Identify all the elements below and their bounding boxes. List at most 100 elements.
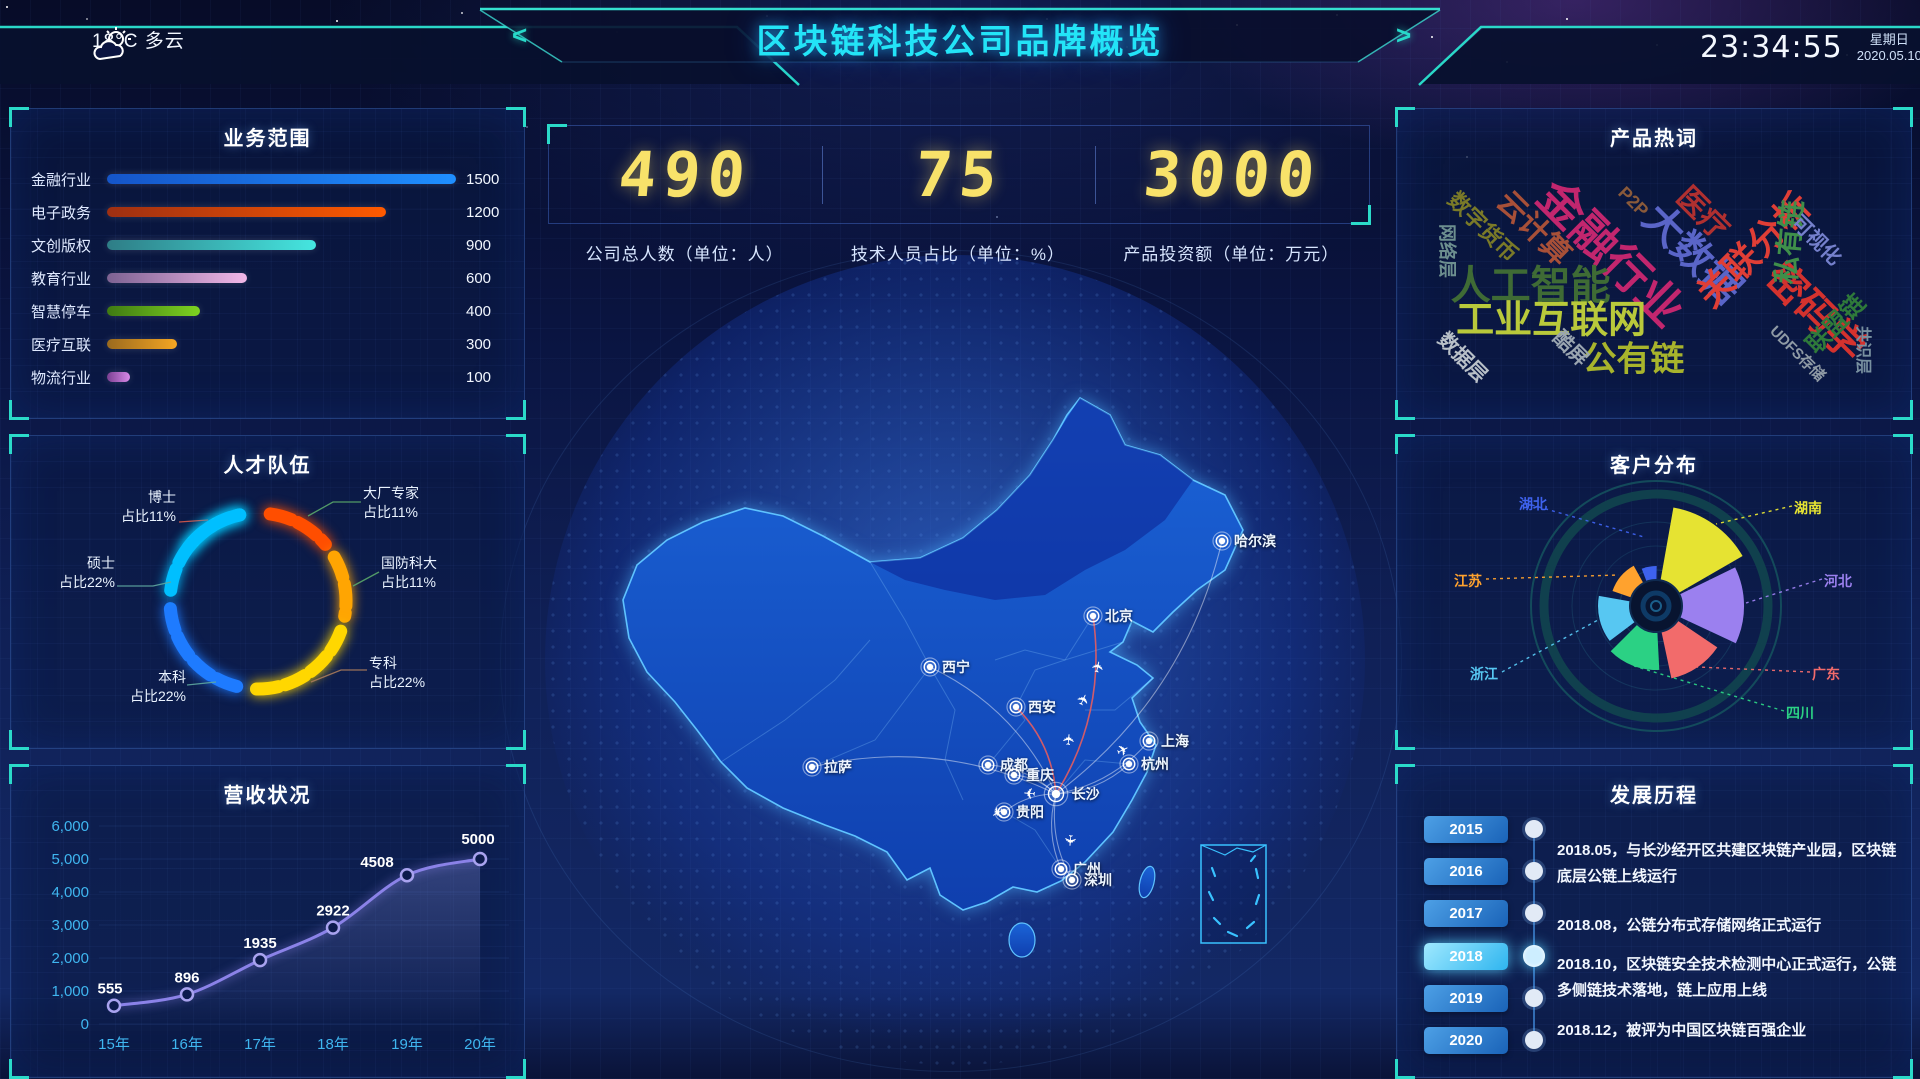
bar-label: 金融行业 [31,171,92,189]
bar [107,372,131,382]
talent-donut-chart [117,501,380,696]
year-button-2017[interactable]: 2017 [1424,900,1508,928]
bar-label: 医疗互联 [31,336,92,354]
timeline-event: 2018.05，与长沙经开区共建区块链产业园，区块链底层公链上线运行 [1557,842,1897,885]
y-axis-tick: 3,000 [51,917,89,934]
rose-leader-line [1715,505,1793,525]
timeline-dot[interactable] [1525,1031,1543,1049]
year-button-2015[interactable]: 2015 [1424,816,1508,843]
bar-value: 900 [466,236,492,254]
rose-label: 河北 [1824,573,1852,589]
rose-leader-line [1696,666,1811,673]
kpi-labels: 公司总人数（单位：人） 技术人员占比（单位：%） 产品投资额（单位：万元） [548,240,1368,265]
timeline-dot[interactable] [1525,862,1543,881]
donut-arc [164,507,251,597]
donut-leader-line [352,571,380,587]
bar-value: 100 [466,368,492,386]
hot-word: 公有链 [1582,340,1685,379]
city-label: 广州 [1073,861,1101,877]
city-label: 重庆 [1026,767,1054,783]
city-marker-上海: 上海 [1139,731,1189,751]
panel-title-customer-distribution: 客户分布 [1610,455,1698,477]
customer-rose-chart [1485,480,1823,732]
donut-leader-line [178,519,209,523]
x-axis-tick: 19年 [391,1036,423,1053]
page-title: 区块链科技公司品牌概览 [756,23,1164,61]
x-axis-tick: 15年 [98,1036,130,1053]
starfield [6,6,8,8]
city-marker-成都: 成都 [978,755,1028,775]
panel-title-development-history: 发展历程 [1610,785,1698,807]
bar-row: 智慧停车 400 [31,302,512,321]
city-marker-贵阳: 贵阳 [994,802,1044,822]
year-button-2016[interactable]: 2016 [1424,858,1508,886]
rose-leader-line [1745,578,1823,604]
bar-label: 智慧停车 [31,303,92,321]
donut-label: 本科 占比22% [129,669,186,704]
timeline-dot[interactable] [1525,988,1543,1007]
bar-value: 600 [466,269,492,287]
panel-talent-team: 人才队伍 博士 占比11% 大厂专家 占比11% 国防科大 占比11% 专科 占比22% 本科占… [9,434,526,750]
south-china-sea-inset [1200,844,1267,944]
donut-leader-line [186,681,217,686]
city-marker-哈尔滨: 哈尔滨 [1212,531,1276,551]
bar-row: 物流行业 100 [31,368,512,387]
rose-decor-ring [1530,480,1782,732]
rose-label: 湖南 [1794,500,1822,516]
prev-page-arrow[interactable]: < [512,20,528,50]
data-point-value: 5000 [461,831,494,848]
y-axis-tick: 6,000 [51,818,89,835]
taiwan-island [1138,865,1156,899]
next-page-arrow[interactable]: > [1396,20,1412,50]
data-point-value: 2922 [316,903,349,920]
city-marker-重庆: 重庆 [1004,765,1054,785]
timeline-dot[interactable] [1525,904,1543,923]
bar-row: 文创版权 900 [31,236,512,255]
rose-label: 湖北 [1519,496,1547,512]
panel-title-revenue: 营收状况 [223,785,312,807]
city-label: 杭州 [1141,756,1169,772]
bar-row: 电子政务 1200 [31,203,512,222]
rose-sector [1656,567,1745,644]
timeline-dot[interactable] [1525,820,1543,838]
bar [107,273,247,283]
bar-value: 1200 [466,203,500,221]
kpi-stats-box: 490 75 3000 [547,124,1371,225]
weather-widget: 18°C 多云 [92,26,185,61]
flight-route [929,666,1057,795]
revenue-line-chart: 6,000 5,000 4,000 3,000 2,000 1,000 0 15年 16年 17年… [51,818,509,1053]
flight-route [1055,740,1150,795]
weather-condition: 多云 [144,31,185,52]
donut-label: 国防科大 占比11% [381,555,437,590]
city-marker-北京: 北京 [1083,606,1133,626]
data-point [179,987,195,1002]
business-bar-chart: 金融行业 1500 电子政务 1200 文创版权 900 教育行业 600 智慧停车 400 医疗互… [31,171,512,404]
city-label: 上海 [1161,733,1189,749]
city-marker-杭州: 杭州 [1119,754,1169,774]
flight-route [811,756,1057,795]
panel-business-scope: 业务范围 金融行业 1500 电子政务 1200 文创版权 900 教育行业 600 智慧停车 4… [9,107,526,420]
timeline-dot-active[interactable] [1523,944,1545,967]
flight-route [1015,706,1057,795]
panel-revenue: 营收状况 6,000 5,000 4,000 3,000 2,000 1,000 0 15年 1… [9,764,526,1079]
plane-icon: ✈ [1023,783,1037,801]
timeline-event: 2018.10，区块链安全技术检测中心正式运行，公链多侧链技术落地，链上应用上线 [1557,956,1897,999]
year-button-2018[interactable]: 2018 [1424,942,1508,970]
flight-route [1055,540,1223,795]
donut-arc [327,550,353,623]
year-button-2019[interactable]: 2019 [1424,984,1508,1012]
y-axis-tick: 1,000 [51,983,89,1000]
flight-route [1003,793,1057,813]
bar-label: 物流行业 [31,369,92,387]
year-button-2020[interactable]: 2020 [1424,1027,1508,1054]
plane-icon: ✈ [1060,833,1078,847]
donut-label: 硕士 占比22% [58,555,115,590]
bar [107,207,387,217]
plane-icon: ✈ [1089,659,1108,675]
city-marker-广州: 广州 [1051,859,1101,879]
city-label: 贵阳 [1016,804,1044,820]
bar-value: 400 [466,302,492,320]
y-axis-tick: 5,000 [51,851,89,868]
bar-row: 医疗互联 300 [31,336,512,354]
